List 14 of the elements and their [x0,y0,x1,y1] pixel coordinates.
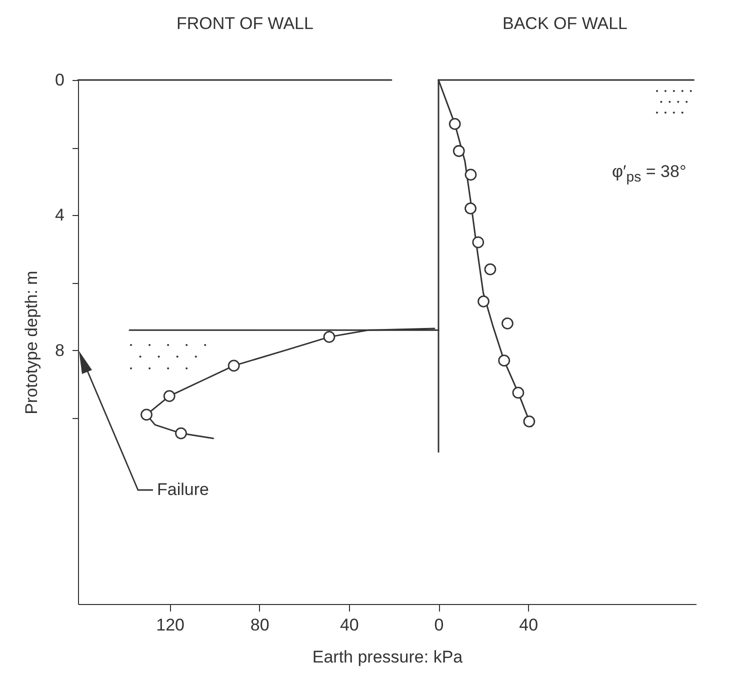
y-tick-label: 4 [55,206,64,225]
x-tick-label: 120 [156,616,184,634]
x-axis-title: Earth pressure: kPa [312,648,464,666]
x-tick-label: 0 [434,616,444,634]
x-tick-label: 40 [340,616,359,634]
annotation: φ′$_{ps}$ = 38° [612,162,686,186]
y-axis-title: Prototype depth: m [22,270,42,414]
text: FRONT OF WALL [176,14,314,34]
y-tick-label: 0 [55,70,64,90]
annotation: Failure [157,480,209,500]
y-tick-label: 8 [55,340,64,360]
x-tick-label: 40 [519,616,538,634]
x-tick-label: 80 [250,616,270,634]
text: BACK OF WALL [502,14,628,34]
